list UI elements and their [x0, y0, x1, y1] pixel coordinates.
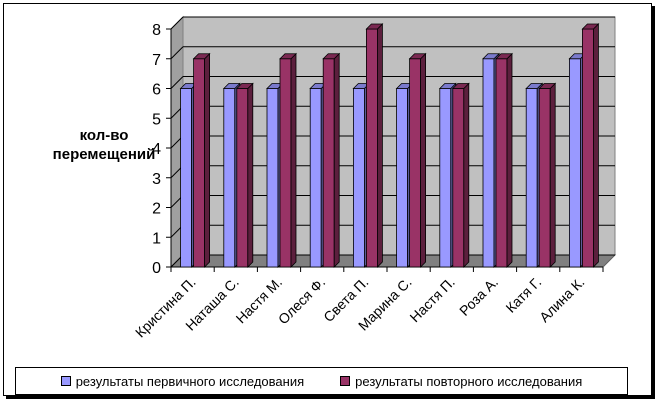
bar [223, 88, 236, 268]
legend-label-repeat: результаты повторного исследования [355, 373, 583, 389]
bar [322, 58, 335, 268]
y-tick-label: 1 [152, 230, 161, 247]
bar-top [235, 83, 254, 89]
legend-item-repeat: результаты повторного исследования [340, 374, 582, 389]
legend-swatch-repeat [340, 376, 351, 386]
gridline-side [170, 76, 184, 89]
bar-top [538, 83, 557, 89]
bar-top [581, 23, 600, 30]
gridline-side [170, 46, 184, 60]
bar [409, 58, 422, 268]
bar-side [290, 52, 297, 268]
bar-top [322, 53, 341, 60]
bar-side [204, 52, 211, 268]
bar [180, 88, 193, 268]
bar-top [438, 83, 457, 89]
y-axis-label: кол-во перемещений [52, 127, 156, 163]
bar [309, 88, 322, 268]
x-tick-label: Кристина П. [132, 274, 199, 341]
y-tick-label: 5 [152, 111, 161, 128]
bar [236, 88, 249, 268]
bar [582, 28, 594, 268]
y-tick-label: 2 [152, 201, 161, 218]
bar [452, 88, 465, 268]
bar-top [495, 53, 513, 60]
bar [365, 28, 378, 268]
y-tick-label: 8 [152, 22, 161, 39]
bar-top [482, 53, 500, 60]
x-tick-label: Олеся Ф. [275, 274, 329, 328]
x-tick-label: Алина К. [536, 274, 587, 325]
gridline-side [170, 16, 184, 30]
bar-top [525, 83, 544, 89]
bar-top [279, 53, 297, 60]
bar [569, 58, 581, 268]
bar-side [463, 82, 470, 268]
bar-side [247, 82, 254, 268]
bar-side [593, 23, 599, 268]
bar-top [451, 83, 470, 89]
x-tick-label: Катя Г. [502, 274, 544, 316]
bar [525, 88, 538, 268]
x-tick-label: Роза А. [456, 274, 501, 319]
bar-side [376, 23, 383, 268]
bar [482, 58, 495, 268]
bar [193, 58, 206, 268]
bar-top [408, 53, 427, 60]
bar [352, 88, 365, 268]
bar [538, 88, 551, 268]
bar [396, 88, 409, 268]
bar [495, 58, 508, 268]
legend-item-first: результаты первичного исследования [60, 373, 305, 389]
y-tick-label: 7 [152, 52, 161, 69]
y-tick-label: 3 [152, 171, 161, 188]
bar-top [365, 23, 384, 30]
y-tick-label: 4 [152, 141, 161, 158]
bar-side [549, 82, 556, 268]
legend-label-first: результаты первичного исследования [75, 373, 305, 389]
y-tick-label: 6 [152, 82, 161, 99]
y-tick-label: 0 [152, 260, 161, 277]
bar-side [333, 52, 340, 268]
bar-side [506, 52, 513, 268]
legend-swatch-first [60, 376, 71, 386]
bar [266, 88, 279, 268]
bar [279, 58, 292, 268]
legend: результаты первичного исследования резул… [15, 367, 628, 395]
x-tick-label: Настя П. [406, 274, 457, 325]
bar-side [420, 52, 427, 268]
bar-top [222, 83, 241, 89]
bar-top [192, 53, 211, 60]
bar [439, 88, 452, 268]
